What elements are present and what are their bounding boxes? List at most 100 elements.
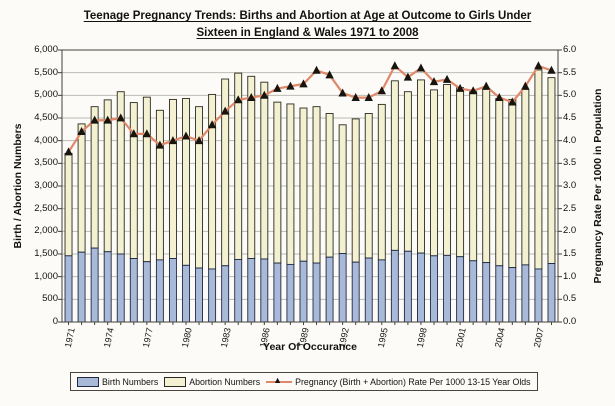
pregnancy-rate-marker: [116, 113, 125, 122]
bar-birth-segment: [521, 264, 530, 323]
bar-abortion-segment: [430, 89, 438, 257]
y-axis-left-tick-label: 5,000: [34, 89, 58, 101]
bar-birth-segment: [195, 267, 204, 323]
bar-birth-segment: [182, 264, 190, 323]
bar-abortion-segment: [390, 80, 399, 251]
y-axis-right-tick-label: 4.0: [563, 134, 577, 146]
pregnancy-rate-marker: [194, 136, 204, 145]
pregnancy-rate-marker: [168, 136, 178, 145]
pregnancy-rate-marker: [325, 70, 334, 79]
legend-item-birth-numbers: Birth Numbers: [77, 376, 159, 387]
y-axis-right-tick-label: 3.5: [563, 157, 577, 169]
bar-birth-segment: [443, 254, 452, 323]
pregnancy-rate-marker: [482, 81, 491, 90]
pregnancy-rate-marker: [351, 93, 360, 101]
bar-abortion-segment: [547, 77, 556, 264]
bar-abortion-segment: [312, 106, 321, 264]
pregnancy-rate-marker: [299, 79, 308, 88]
y-axis-left-tick-label: 4,000: [34, 134, 58, 146]
bar-birth-segment: [142, 261, 151, 323]
y-axis-right-tick-label: 5.5: [563, 66, 577, 78]
bar-abortion-segment: [260, 81, 269, 260]
y-axis-right-tick-label: 1.5: [563, 248, 577, 259]
bar-birth-segment: [77, 251, 86, 323]
bar-birth-segment: [168, 258, 177, 323]
legend: Birth Numbers Abortion Numbers ▲ Pregnan…: [70, 372, 538, 391]
pregnancy-rate-marker: [142, 129, 152, 138]
legend-label-pregnancy-rate: Pregnancy (Birth + Abortion) Rate Per 10…: [295, 376, 531, 387]
bar-abortion-segment: [247, 75, 256, 259]
bar-birth-segment: [456, 256, 465, 323]
y-axis-left-tick-label: 6,000: [34, 44, 58, 55]
y-axis-right-tick-label: 3.0: [563, 180, 577, 191]
bar-abortion-segment: [155, 109, 164, 261]
bar-abortion-segment: [182, 98, 190, 266]
pregnancy-rate-marker: [155, 140, 165, 149]
y-axis-left-tick-label: 3,000: [34, 180, 58, 191]
bar-abortion-segment: [416, 79, 425, 254]
bar-abortion-segment: [364, 113, 373, 259]
bar-birth-segment: [273, 262, 282, 323]
pregnancy-rate-marker: [547, 65, 556, 74]
bar-birth-segment: [534, 268, 543, 323]
bar-abortion-segment: [90, 106, 99, 249]
bar-abortion-segment: [77, 123, 86, 253]
y-axis-left-tick-label: 5,500: [34, 66, 58, 78]
bar-abortion-segment: [351, 118, 360, 263]
y-axis-left-tick-label: 4,500: [34, 112, 58, 123]
bar-birth-segment: [129, 258, 138, 323]
legend-label-birth-numbers: Birth Numbers: [102, 376, 159, 387]
bar-abortion-segment: [142, 96, 151, 263]
bar-abortion-segment: [482, 88, 491, 264]
pregnancy-rate-marker: [403, 72, 413, 81]
pregnancy-rate-marker: [364, 93, 373, 101]
bar-birth-segment: [351, 261, 360, 323]
y-axis-left-tick-label: 0: [52, 316, 58, 327]
y-axis-left-tick-label: 1,000: [34, 270, 58, 282]
y-axis-right-tick-label: 6.0: [563, 44, 577, 55]
bar-birth-segment: [547, 263, 556, 323]
legend-item-abortion-numbers: Abortion Numbers: [164, 376, 260, 387]
y-axis-right-tick-label: 5.0: [563, 89, 577, 101]
bar-birth-segment: [247, 258, 256, 323]
bar-abortion-segment: [508, 98, 517, 269]
pregnancy-rate-marker: [207, 120, 217, 129]
y-axis-right-tick-label: 2.0: [563, 225, 577, 237]
pregnancy-rate-line-icon: ▲: [266, 375, 293, 387]
bar-abortion-segment: [286, 103, 295, 265]
y-axis-right-tick-label: 0.5: [563, 293, 577, 305]
pregnancy-rate-marker: [495, 93, 504, 101]
y-axis-left-tick-label: 2,000: [34, 225, 58, 237]
pregnancy-rate-marker: [103, 115, 112, 124]
bar-birth-segment: [508, 267, 517, 323]
bar-abortion-segment: [377, 103, 386, 261]
bar-birth-segment: [208, 268, 217, 323]
bar-birth-segment: [103, 251, 112, 323]
abortion-numbers-swatch: [164, 376, 187, 387]
bar-birth-segment: [64, 255, 73, 323]
pregnancy-rate-marker: [429, 77, 439, 86]
pregnancy-rate-marker: [390, 61, 400, 70]
legend-item-pregnancy-rate: ▲ Pregnancy (Birth + Abortion) Rate Per …: [266, 375, 531, 387]
bar-birth-segment: [403, 250, 412, 323]
bar-abortion-segment: [403, 91, 412, 252]
pregnancy-rate-marker: [312, 65, 321, 74]
bar-birth-segment: [260, 258, 269, 323]
pregnancy-rate-marker: [468, 86, 478, 95]
pregnancy-rate-marker: [90, 115, 99, 124]
pregnancy-rate-marker: [286, 81, 295, 90]
x-axis-title: Year Of Occurance: [263, 341, 357, 353]
bar-abortion-segment: [273, 101, 282, 264]
bar-birth-segment: [495, 265, 504, 323]
bar-birth-segment: [90, 247, 99, 323]
pregnancy-rate-line: [67, 64, 552, 153]
line-swatch: [266, 381, 293, 383]
bar-birth-segment: [325, 256, 334, 323]
bar-birth-segment: [155, 259, 164, 323]
bar-birth-segment: [338, 253, 347, 323]
bar-birth-segment: [390, 249, 399, 323]
pregnancy-rate-marker: [521, 81, 530, 90]
y-axis-right-tick-label: 0.0: [563, 316, 577, 327]
birth-numbers-swatch: [77, 376, 99, 387]
bar-abortion-segment: [495, 98, 504, 267]
